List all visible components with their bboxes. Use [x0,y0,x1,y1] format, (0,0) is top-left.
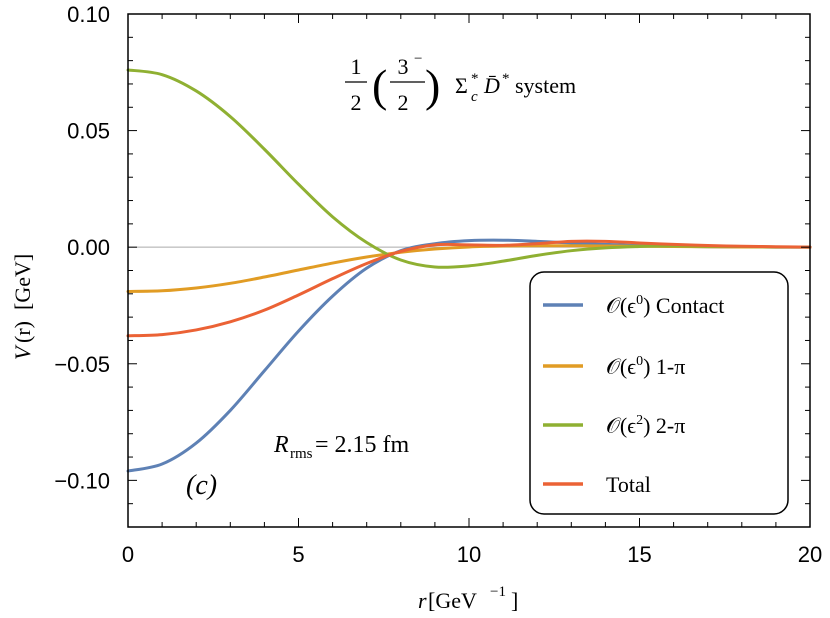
rms-sub: rms [290,446,313,462]
chart-title: 1 2 ( 3 − 2 ) Σ c * D̄ * system [345,51,576,115]
rms-var: R [273,432,289,458]
y-axis-arg: (r) [10,321,35,343]
y-tick-label: −0.10 [54,468,110,493]
y-tick-label: 0.05 [67,119,110,144]
legend-label: 𝒪(ϵ2) 2-π [606,413,685,438]
x-axis-var: r [418,588,427,613]
x-tick-label: 0 [122,542,134,567]
x-axis-label: r [GeV −1 ] [418,584,518,613]
title-frac2-sup: − [414,51,422,67]
x-tick-label: 15 [627,542,651,567]
two-pion-curve [126,68,812,269]
title-dbar-sup: * [502,71,510,87]
rms-annotation: R rms = 2.15 fm [273,432,410,462]
plot-area: 0 5 10 15 20 0.10 0.05 0.00 −0.05 −0.10 [54,2,822,567]
y-tick-label: 0.00 [67,235,110,260]
y-tick-label: 0.10 [67,2,110,27]
y-axis-label: V (r) [GeV] [10,254,35,360]
legend: 𝒪(ϵ0) Contact 𝒪(ϵ0) 1-π 𝒪(ϵ2) 2-π Total [529,271,789,515]
title-dbar: D̄ [483,73,500,98]
y-axis-unit: [GeV] [10,254,35,310]
title-frac1-den: 2 [351,90,362,115]
x-tick-label: 20 [798,542,822,567]
total-curve [126,239,812,338]
legend-label: 𝒪(ϵ0) Contact [606,293,724,318]
x-axis-exp: −1 [490,584,506,600]
legend-label: Total [606,472,651,497]
title-rparen: ) [425,60,440,111]
legend-frame [529,271,789,515]
x-axis-unit: [GeV [428,588,477,613]
x-axis-close: ] [511,588,518,613]
title-frac2-den: 2 [398,90,409,115]
x-tick-label: 5 [292,542,304,567]
title-lparen: ( [372,60,387,111]
y-axis-var: V [10,344,35,360]
title-frac1-num: 1 [351,54,362,79]
title-sigma-sup: * [471,71,479,87]
x-tick-label: 10 [457,542,481,567]
legend-label: 𝒪(ϵ0) 1-π [606,354,685,379]
title-sigma: Σ [455,73,468,98]
y-tick-label: −0.05 [54,352,110,377]
title-frac2-num: 3 [398,54,409,79]
rms-value: = 2.15 fm [315,432,410,458]
title-sigma-sub: c [471,89,478,105]
panel-label: (c) [186,470,217,501]
title-suffix: system [515,73,576,98]
